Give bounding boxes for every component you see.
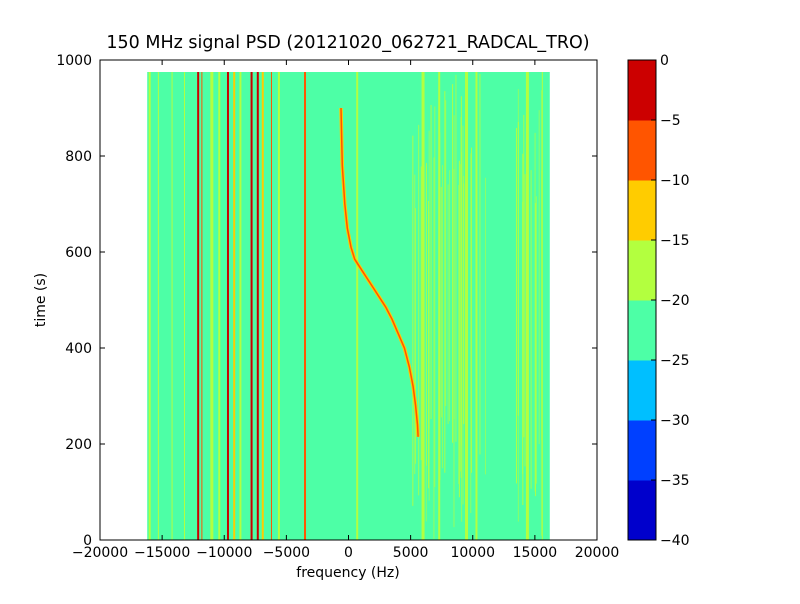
x-tick-label: −10000 (196, 545, 252, 561)
chart-title: 150 MHz signal PSD (20121020_062721_RADC… (106, 33, 589, 53)
x-tick-label: 20000 (575, 545, 620, 561)
sweep-trace (340, 107, 419, 437)
y-axis: 0 200 400 600 800 1000 (56, 53, 597, 549)
colorbar: −40 −35 −30 −25 −20 −15 −10 −5 0 (627, 53, 690, 549)
colorbar-segment (628, 300, 656, 361)
colorbar-tick-label: −40 (660, 533, 690, 549)
colorbar-segment (628, 420, 656, 481)
colorbar-segment (628, 60, 656, 121)
x-tick-label: 10000 (450, 545, 495, 561)
colorbar-tick-label: −20 (660, 293, 690, 309)
x-tick-label: 0 (344, 545, 353, 561)
heatmap-background (147, 72, 550, 540)
colorbar-tick-label: −10 (660, 173, 690, 189)
colorbar-segment (628, 240, 656, 301)
y-tick-label: 200 (65, 437, 92, 453)
x-tick-label: −20000 (72, 545, 128, 561)
y-tick-label: 800 (65, 149, 92, 165)
plot-area (99, 59, 598, 541)
colorbar-segment (628, 480, 656, 541)
x-tick-label: −15000 (134, 545, 190, 561)
x-tick-label: 15000 (513, 545, 558, 561)
colorbar-tick-label: −35 (660, 473, 690, 489)
colorbar-tick-label: −25 (660, 353, 690, 369)
x-tick-label: −5000 (263, 545, 310, 561)
x-tick-label: 5000 (393, 545, 429, 561)
colorbar-segment (628, 180, 656, 241)
x-axis-label: frequency (Hz) (296, 565, 399, 581)
y-tick-label: 400 (65, 341, 92, 357)
y-axis-label: time (s) (33, 273, 49, 327)
y-tick-label: 0 (83, 533, 92, 549)
colorbar-tick-label: 0 (660, 53, 669, 69)
colorbar-tick-label: −5 (660, 113, 681, 129)
colorbar-segment (628, 360, 656, 421)
y-tick-label: 1000 (56, 53, 92, 69)
colorbar-tick-label: −15 (660, 233, 690, 249)
colorbar-segment (628, 120, 656, 181)
x-axis: −20000 −15000 −10000 −5000 0 5000 10000 15000 20… (72, 60, 619, 561)
y-tick-label: 600 (65, 245, 92, 261)
colorbar-tick-label: −30 (660, 413, 690, 429)
